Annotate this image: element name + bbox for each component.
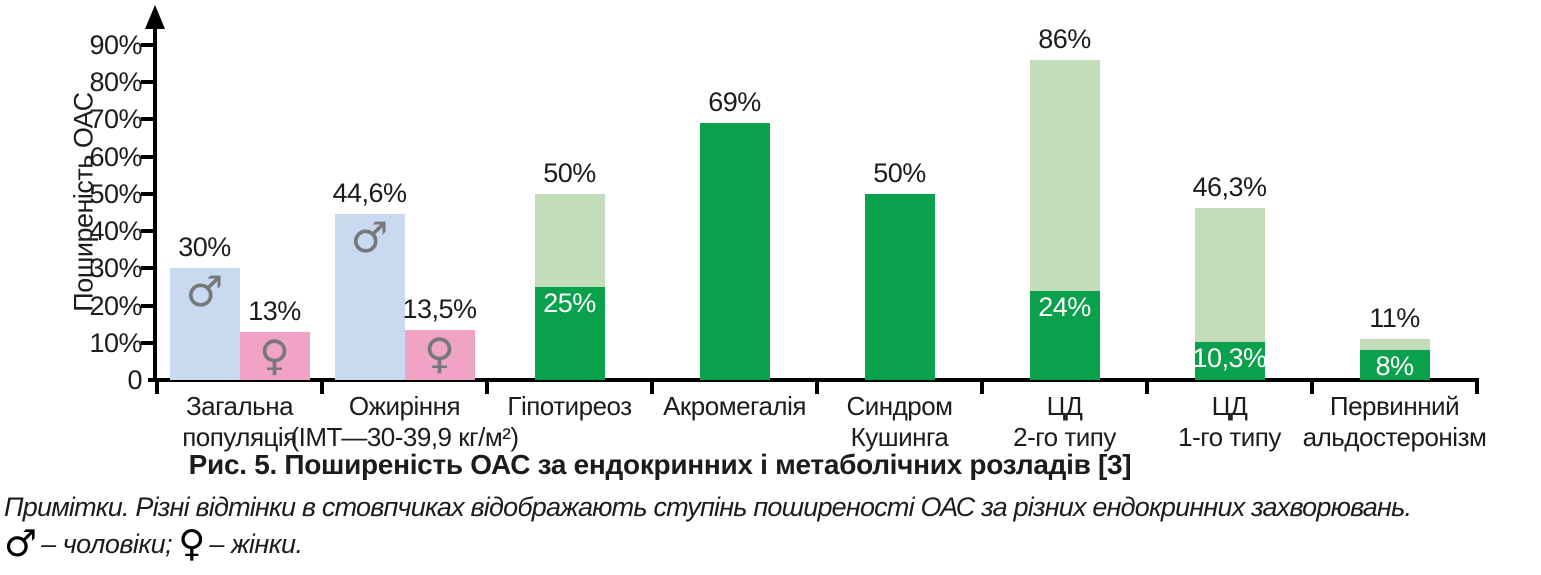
x-tick-mark: [815, 378, 819, 394]
notes-gender-legend: ♂ – чоловіки; ♀ – жінки.: [4, 521, 309, 567]
bar-value-label: 44,6%: [332, 177, 407, 208]
y-tick-label: 80%: [89, 67, 142, 98]
bar-value-label: 13%: [248, 295, 301, 326]
category-label: Акромегалія: [663, 391, 806, 421]
bar-value-label: 69%: [708, 87, 761, 118]
bar-segment-dark-green: [1194, 341, 1265, 380]
y-tick-label: 0: [127, 365, 142, 395]
y-tick-label: 30%: [89, 253, 142, 284]
category-label: Загальна: [185, 391, 294, 421]
category-label: ЦД: [1046, 391, 1083, 421]
y-axis-line: [153, 24, 157, 380]
bar-segment-light-green: [1029, 59, 1100, 291]
bar-chart: Поширеність ОАС 0 10% 20% 30% 40% 50% 60% 70% 80…: [69, 5, 1487, 452]
y-tick-mark: [141, 191, 155, 196]
category-label: альдостеронізм: [1302, 422, 1487, 452]
bar-solid-green: [699, 123, 770, 380]
bar-severe-label: 24%: [1038, 291, 1091, 322]
bar-male: [334, 213, 405, 380]
bar-segment-light-green: [1194, 207, 1265, 342]
figure-caption: Рис. 5. Поширеність ОАС за ендокринних і…: [188, 449, 1132, 480]
category-label: 1-го типу: [1178, 422, 1281, 452]
y-tick-mark: [141, 303, 155, 308]
y-tick-mark: [141, 43, 155, 47]
x-tick-mark: [155, 378, 159, 394]
y-tick-label: 10%: [89, 327, 142, 358]
bar-total-label: 46,3%: [1192, 171, 1267, 202]
category-label: Синдром: [846, 391, 953, 421]
x-tick-mark: [320, 378, 324, 394]
category-label: 2-го типу: [1013, 422, 1116, 452]
x-tick-mark: [980, 378, 984, 394]
category-label: Кушинга: [850, 422, 949, 452]
x-tick-mark: [650, 378, 654, 394]
y-tick-mark: [141, 80, 155, 85]
category-label: ЦД: [1211, 391, 1248, 421]
female-icon: ♀: [178, 522, 206, 565]
category-label: Ожиріння: [348, 391, 461, 421]
bar-severe-label: 8%: [1375, 351, 1414, 382]
y-tick-label: 20%: [89, 290, 142, 321]
bar-female: [404, 329, 475, 380]
female-icon: ♀: [424, 328, 455, 378]
male-icon: ♂: [350, 212, 389, 262]
legend-text: – чоловіки;: [41, 528, 173, 559]
y-tick-label: 90%: [89, 30, 142, 60]
bar-total-label: 86%: [1038, 23, 1091, 54]
legend-text: – жінки.: [209, 528, 303, 559]
bar-segment-light-green: [534, 193, 605, 287]
bar-segment-dark-green: [1029, 290, 1100, 380]
x-tick-mark: [1310, 378, 1314, 394]
bar-solid-green: [864, 193, 935, 380]
x-tick-mark: [485, 378, 489, 394]
male-icon: ♂: [185, 267, 224, 317]
notes-text: Примітки. Різні відтінки в стовпчиках ві…: [4, 492, 1412, 522]
x-tick-mark: [1145, 378, 1149, 394]
y-tick-mark: [141, 229, 155, 234]
y-tick-mark: [141, 340, 155, 345]
category-label: Первинний: [1329, 391, 1460, 421]
bar-severe-label: 10,3%: [1192, 342, 1267, 373]
y-tick-label: 40%: [89, 216, 142, 247]
bar-segment-dark-green: [1359, 350, 1430, 380]
bar-female: [239, 331, 310, 380]
category-label: (ІМТ—30-39,9 кг/м²): [290, 422, 519, 452]
bar-total-label: 50%: [543, 157, 596, 188]
male-icon: ♂: [4, 522, 38, 565]
bar-male: [169, 268, 240, 380]
y-axis-arrow-icon: [145, 5, 165, 29]
bar-value-label: 13,5%: [402, 293, 477, 324]
bar-segment-light-green: [1359, 339, 1430, 351]
y-tick-label: 60%: [89, 141, 142, 172]
x-tick-mark: [1475, 378, 1479, 394]
bar-value-label: 30%: [178, 232, 231, 263]
bar-severe-label: 25%: [543, 287, 596, 318]
category-label: Гіпотиреоз: [507, 391, 632, 421]
bar-value-label: 50%: [873, 157, 926, 188]
y-tick-label: 70%: [89, 104, 142, 135]
category-label: популяція: [182, 422, 297, 452]
female-icon: ♀: [259, 330, 290, 380]
y-tick-label: 50%: [89, 178, 142, 209]
x-axis-line: [148, 378, 1479, 382]
bar-segment-dark-green: [534, 286, 605, 380]
y-tick-mark: [141, 266, 155, 271]
y-tick-mark: [141, 117, 155, 122]
y-tick-mark: [141, 154, 155, 159]
bar-total-label: 11%: [1369, 303, 1420, 334]
